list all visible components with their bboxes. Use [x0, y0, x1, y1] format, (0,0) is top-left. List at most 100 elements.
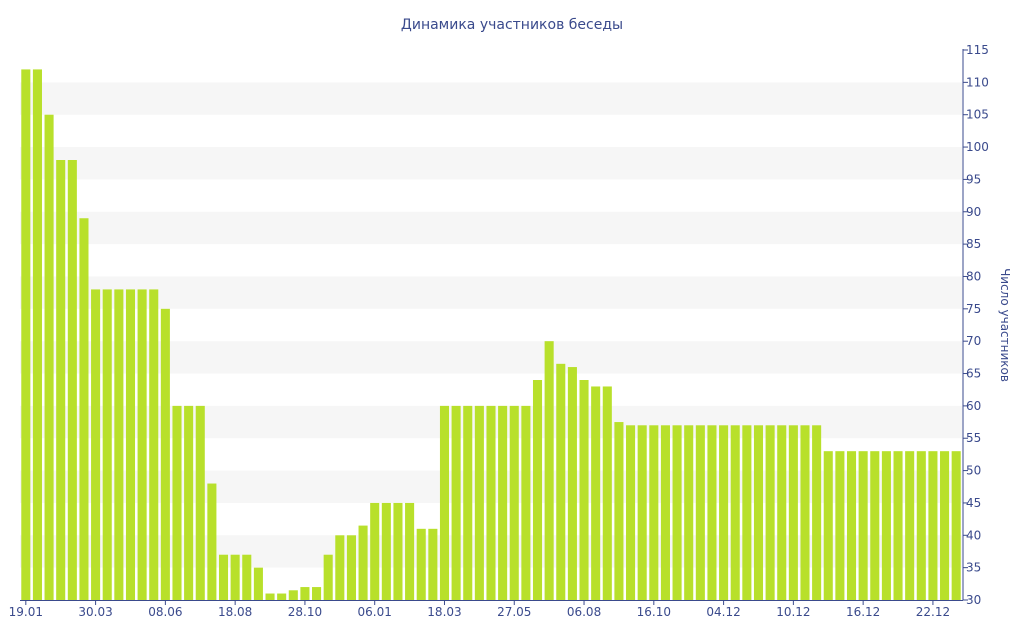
bar	[835, 451, 845, 600]
x-tick-label: 28.10	[288, 605, 322, 619]
bar	[614, 422, 624, 600]
bar	[160, 308, 170, 600]
bar	[521, 405, 531, 600]
x-tick-label: 16.12	[846, 605, 880, 619]
bar	[91, 289, 101, 600]
x-tick-label: 06.01	[358, 605, 392, 619]
bar	[195, 405, 205, 600]
bar	[370, 502, 380, 600]
bar	[556, 363, 566, 600]
bar	[44, 114, 54, 601]
bar	[579, 380, 589, 600]
bar	[172, 405, 182, 600]
bar	[242, 554, 252, 600]
bar	[416, 528, 426, 600]
grid-band	[20, 211, 962, 245]
y-tick-label: 40	[966, 528, 981, 542]
bar	[800, 425, 810, 600]
bar	[149, 289, 159, 600]
bar	[905, 451, 915, 600]
y-tick-label: 70	[966, 334, 981, 348]
bar	[381, 502, 391, 600]
bar	[823, 451, 833, 600]
bar	[916, 451, 926, 600]
bar	[777, 425, 787, 600]
bar	[672, 425, 682, 600]
bar	[730, 425, 740, 600]
bar	[602, 386, 612, 600]
bar	[532, 380, 543, 600]
bar	[684, 425, 694, 600]
bar	[323, 554, 333, 600]
y-tick-label: 115	[966, 43, 989, 57]
bar	[405, 502, 415, 600]
grid-band	[20, 341, 962, 374]
bar	[544, 341, 554, 600]
bar	[125, 289, 136, 600]
y-axis: 30 35 40 45 50 55 60 65 70 75 80 85 90 95 100 105 110 115	[962, 43, 989, 607]
x-tick-label: 30.03	[78, 605, 112, 619]
bar	[719, 425, 729, 600]
bar	[67, 160, 77, 600]
bar	[626, 425, 636, 600]
x-tick-label: 16.10	[637, 605, 671, 619]
x-tick-label: 22.12	[916, 605, 950, 619]
bar	[567, 367, 577, 600]
y-tick-label: 60	[966, 399, 981, 413]
bar	[230, 554, 240, 600]
bar	[451, 405, 461, 600]
bar	[765, 425, 775, 600]
bar	[707, 425, 717, 600]
y-tick-label: 30	[966, 593, 981, 607]
y-tick-label: 95	[966, 172, 981, 186]
chart-title: Динамика участников беседы	[401, 17, 623, 33]
bar	[114, 289, 124, 600]
grid-band	[20, 276, 962, 309]
y-tick-label: 80	[966, 269, 981, 283]
bar	[812, 425, 822, 600]
x-tick-label: 04.12	[706, 605, 740, 619]
bar	[312, 587, 322, 600]
bar	[56, 160, 66, 600]
x-tick-label: 18.08	[218, 605, 252, 619]
bar	[858, 451, 868, 600]
y-tick-label: 50	[966, 464, 981, 478]
bar	[660, 425, 670, 600]
bar	[218, 554, 229, 600]
bar	[486, 405, 496, 600]
bar	[137, 289, 147, 600]
bar	[753, 425, 764, 600]
y-tick-label: 75	[966, 302, 981, 316]
bar	[265, 593, 275, 600]
x-tick-label: 08.06	[148, 605, 182, 619]
bar	[21, 69, 31, 600]
bar	[428, 528, 438, 600]
bar	[393, 502, 403, 600]
bar	[439, 405, 450, 600]
grid-band	[20, 147, 962, 180]
y-tick-label: 55	[966, 431, 981, 445]
bar	[742, 425, 752, 600]
bar	[300, 587, 310, 600]
y-axis-label: Число участников	[998, 268, 1012, 382]
bar	[358, 525, 368, 600]
y-tick-label: 90	[966, 205, 981, 219]
bar	[498, 405, 508, 600]
bar	[102, 289, 112, 600]
bar	[253, 567, 263, 600]
bar	[649, 425, 659, 600]
bar	[79, 218, 89, 601]
bar	[788, 425, 798, 600]
bar	[288, 590, 298, 600]
bar	[32, 69, 42, 600]
bar	[463, 405, 473, 600]
x-tick-label: 19.01	[9, 605, 43, 619]
bar	[940, 451, 950, 600]
x-axis: 19.01 30.03 08.06 18.08 28.10 06.01 18.03 27.05…	[9, 600, 963, 619]
bar	[695, 425, 705, 600]
bar	[591, 386, 601, 600]
bar	[893, 451, 903, 600]
grid-band	[20, 82, 962, 115]
